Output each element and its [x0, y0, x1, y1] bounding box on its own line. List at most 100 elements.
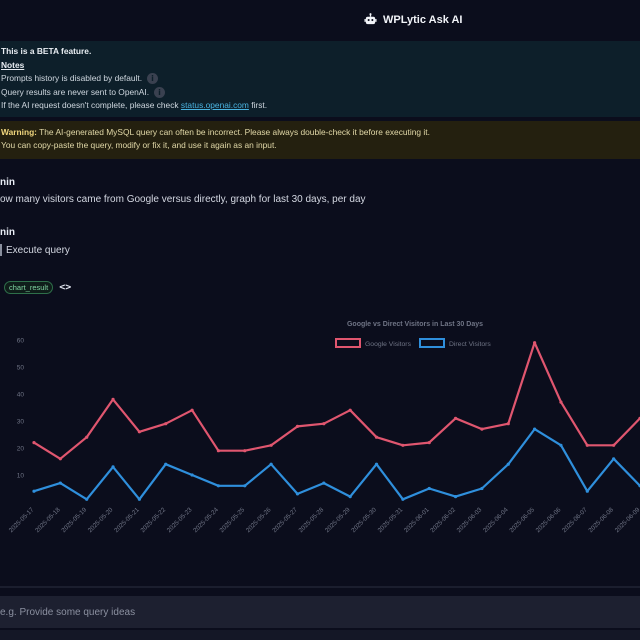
x-tick-label: 2025-05-31	[377, 506, 405, 534]
data-point[interactable]	[585, 443, 589, 447]
app-header: WPLytic Ask AI	[0, 0, 640, 40]
data-point[interactable]	[453, 416, 458, 420]
data-point[interactable]	[533, 341, 537, 345]
legend-label[interactable]: Google Visitors	[365, 341, 412, 348]
data-point[interactable]	[374, 435, 379, 439]
data-point[interactable]	[401, 443, 405, 447]
data-point[interactable]	[243, 484, 247, 488]
data-point[interactable]	[374, 462, 379, 466]
execute-checkbox[interactable]	[0, 244, 2, 256]
data-point[interactable]	[506, 422, 510, 426]
data-point[interactable]	[58, 457, 62, 461]
data-point[interactable]	[480, 486, 484, 491]
y-tick-label: 20	[17, 446, 25, 453]
data-point[interactable]	[269, 462, 273, 466]
notes-link[interactable]: Notes	[1, 59, 25, 70]
divider	[0, 586, 640, 588]
data-point[interactable]	[111, 397, 115, 401]
data-point[interactable]	[85, 435, 89, 439]
warning-label: Warning:	[1, 127, 37, 137]
chart-title: Google vs Direct Visitors in Last 30 Day…	[347, 321, 483, 328]
data-point[interactable]	[32, 489, 36, 493]
data-point[interactable]	[427, 486, 431, 491]
app-title: WPLytic Ask AI	[364, 13, 462, 26]
request-help-suffix: first.	[248, 100, 268, 110]
data-point[interactable]	[322, 422, 326, 426]
execute-query-label: Execute query	[6, 244, 70, 256]
prompts-history-text: Prompts history is disabled by default.	[1, 73, 143, 83]
app-title-text: WPLytic Ask AI	[383, 13, 463, 26]
query-results-text: Query results are never sent to OpenAI.	[1, 86, 150, 97]
data-point[interactable]	[137, 497, 141, 501]
x-tick-label: 2025-05-27	[271, 506, 299, 534]
series-line	[33, 341, 640, 460]
data-point[interactable]	[585, 489, 589, 493]
y-tick-label: 10	[17, 473, 25, 480]
y-tick-label: 50	[17, 365, 25, 372]
x-tick-label: 2025-05-25	[218, 506, 246, 534]
status-link[interactable]: status.openai.com	[180, 100, 249, 110]
data-point[interactable]	[348, 408, 352, 412]
data-point[interactable]	[137, 430, 141, 434]
data-point[interactable]	[348, 495, 352, 499]
data-point[interactable]	[322, 481, 326, 485]
data-point[interactable]	[401, 497, 405, 501]
data-point[interactable]	[612, 443, 616, 447]
x-tick-label: 2025-06-04	[482, 506, 510, 534]
data-point[interactable]	[506, 462, 510, 466]
x-tick-label: 2025-05-21	[113, 506, 141, 534]
legend-swatch[interactable]	[419, 338, 445, 348]
data-point[interactable]	[243, 449, 247, 453]
execute-query-button[interactable]: Execute query	[0, 244, 70, 256]
x-tick-label: 2025-05-24	[192, 506, 220, 534]
x-tick-label: 2025-05-29	[324, 506, 352, 534]
data-point[interactable]	[453, 495, 458, 499]
data-point[interactable]	[533, 427, 537, 431]
data-point[interactable]	[32, 441, 36, 445]
user-name: nin	[0, 227, 15, 238]
data-point[interactable]	[480, 427, 484, 431]
series-line	[33, 427, 640, 501]
data-point[interactable]	[216, 484, 221, 488]
info-icon[interactable]: i	[147, 73, 159, 85]
data-point[interactable]	[111, 465, 115, 469]
x-tick-label: 2025-06-09	[614, 506, 640, 534]
x-tick-label: 2025-05-23	[166, 506, 194, 534]
y-axis: 10 20 30 40 50 60	[17, 338, 25, 480]
data-point[interactable]	[295, 424, 300, 428]
chart-legend: Google Visitors Direct Visitors	[335, 338, 491, 348]
data-point[interactable]	[612, 457, 616, 461]
x-tick-label: 2025-06-07	[561, 506, 589, 534]
data-point[interactable]	[190, 408, 194, 412]
user-prompt: ow many visitors came from Google versus…	[0, 194, 366, 205]
x-tick-label: 2025-06-06	[535, 506, 563, 534]
x-tick-label: 2025-06-01	[403, 506, 431, 534]
line-chart: Google vs Direct Visitors in Last 30 Day…	[8, 321, 640, 534]
x-tick-label: 2025-06-02	[429, 506, 457, 534]
x-tick-label: 2025-05-17	[8, 506, 36, 534]
data-point[interactable]	[164, 462, 168, 466]
beta-notice: This is a BETA feature.	[1, 46, 92, 56]
data-point[interactable]	[190, 473, 194, 477]
data-point[interactable]	[269, 443, 273, 447]
data-point[interactable]	[58, 481, 62, 485]
data-point[interactable]	[559, 443, 563, 447]
x-axis: 2025-05-172025-05-182025-05-192025-05-20…	[8, 506, 640, 534]
x-tick-label: 2025-05-18	[34, 506, 62, 534]
prompt-input[interactable]	[0, 596, 640, 628]
chart-container: Google vs Direct Visitors in Last 30 Day…	[0, 312, 640, 580]
data-point[interactable]	[85, 497, 89, 501]
legend-swatch[interactable]	[335, 338, 361, 348]
data-point[interactable]	[164, 422, 168, 426]
code-toggle-icon[interactable]: <>	[59, 282, 72, 293]
data-point[interactable]	[216, 449, 221, 453]
info-icon[interactable]: i	[154, 86, 166, 98]
chart-result-badge[interactable]: chart_result	[4, 281, 54, 294]
x-tick-label: 2025-05-26	[245, 506, 273, 534]
data-point[interactable]	[559, 400, 563, 404]
x-tick-label: 2025-05-28	[298, 506, 326, 534]
legend-label[interactable]: Direct Visitors	[449, 341, 491, 348]
warning-text: The AI-generated MySQL query can often b…	[36, 127, 430, 137]
data-point[interactable]	[295, 492, 300, 496]
data-point[interactable]	[427, 441, 431, 445]
